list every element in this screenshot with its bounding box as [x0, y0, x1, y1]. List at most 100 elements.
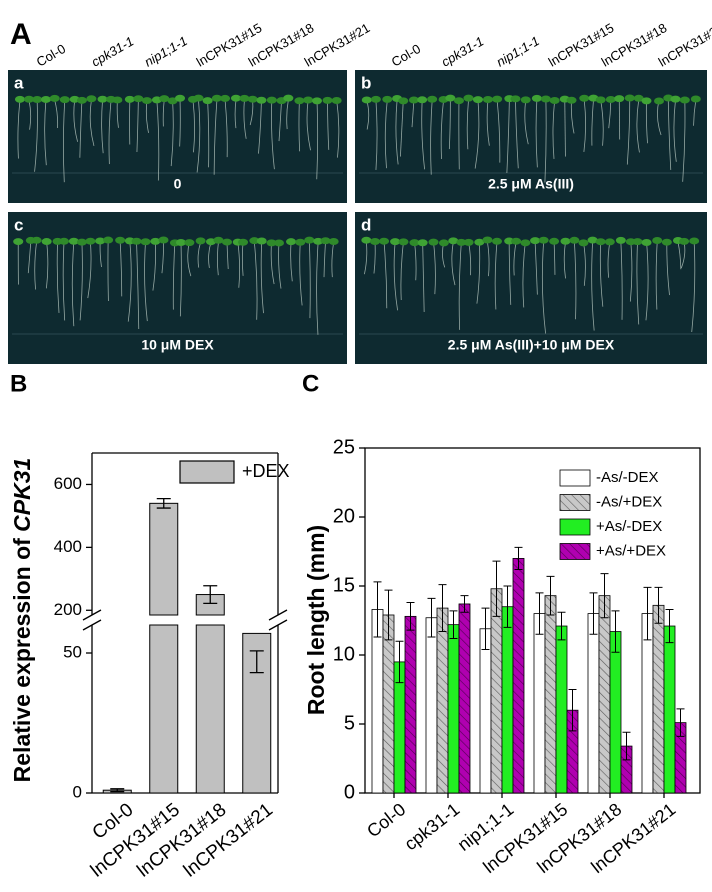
- seedling: [370, 238, 380, 245]
- bar-hatch: [513, 558, 524, 793]
- y-tick-label: 50: [63, 642, 82, 661]
- panel-label: B: [10, 370, 27, 397]
- seedling: [691, 95, 701, 102]
- bar-hatch: [545, 596, 556, 793]
- y-tick-label: 15: [333, 574, 355, 596]
- y-tick-label: 600: [54, 474, 82, 493]
- seedling: [213, 237, 223, 244]
- seedling: [670, 96, 680, 103]
- seedling: [362, 96, 372, 103]
- seedling: [77, 97, 87, 104]
- y-label-text: Relative expression of: [9, 538, 35, 782]
- panel-letter: b: [361, 73, 371, 92]
- seedling: [569, 237, 579, 244]
- seedling: [482, 237, 492, 244]
- seedling: [550, 97, 560, 104]
- seedling: [256, 97, 266, 104]
- seedling: [59, 238, 69, 245]
- panel-label: A: [10, 18, 32, 51]
- bar: [480, 629, 491, 793]
- seedling: [398, 238, 408, 245]
- seedling: [418, 239, 428, 246]
- seedling: [679, 238, 689, 245]
- seedling: [203, 97, 213, 104]
- seedling: [633, 238, 643, 245]
- seedling: [689, 237, 699, 244]
- seedling: [541, 96, 551, 103]
- bar-lower: [196, 625, 224, 793]
- seedling: [132, 238, 142, 245]
- seedling: [257, 238, 267, 245]
- legend-label: +DEX: [242, 461, 290, 481]
- seedling: [532, 95, 542, 102]
- seedling: [614, 95, 624, 102]
- panel-letter: a: [14, 73, 24, 92]
- legend-label: +As/+DEX: [596, 542, 666, 559]
- bar-hatch: [599, 596, 610, 793]
- seedling: [125, 96, 135, 103]
- panel-caption: 2.5 μM As(III)+10 μM DEX: [448, 337, 615, 353]
- seedling: [473, 96, 483, 103]
- seedling: [267, 97, 277, 104]
- seedling: [274, 239, 284, 246]
- y-tick-label: 5: [344, 712, 355, 734]
- seedling: [445, 95, 455, 102]
- seedling: [578, 239, 588, 246]
- legend-hatch: [560, 495, 590, 511]
- seedling: [115, 237, 125, 244]
- x-tick-label: Col-0: [363, 799, 409, 841]
- seedling: [539, 237, 549, 244]
- seedling: [417, 96, 427, 103]
- seedling: [32, 237, 42, 244]
- seedling: [680, 97, 690, 104]
- y-label-gene: CPK31: [9, 458, 35, 532]
- seedling: [50, 95, 60, 102]
- bar: [502, 607, 513, 793]
- seedling: [294, 97, 304, 104]
- seedling: [606, 96, 616, 103]
- bar-hatch: [491, 589, 502, 793]
- bar: [588, 614, 599, 793]
- seedling: [133, 95, 143, 102]
- legend-swatch: [180, 461, 234, 483]
- seedling: [596, 96, 606, 103]
- y-axis-label: Relative expression of CPK31: [9, 458, 35, 783]
- y-tick-label: 400: [54, 537, 82, 556]
- seedling: [439, 239, 449, 246]
- seedling: [454, 97, 464, 104]
- legend-label: +As/-DEX: [596, 518, 662, 535]
- seedling: [286, 238, 296, 245]
- bar-hatch: [653, 605, 664, 793]
- legend-swatch: [560, 519, 590, 535]
- seedling: [283, 95, 293, 102]
- seedling: [329, 238, 339, 245]
- seedling: [85, 238, 95, 245]
- seedling: [492, 96, 502, 103]
- seedling: [13, 238, 23, 245]
- panel-caption: 2.5 μM As(III): [488, 176, 574, 192]
- seedling: [86, 95, 96, 102]
- seedling: [464, 95, 474, 102]
- seedling: [510, 95, 520, 102]
- panel-label: C: [302, 370, 319, 397]
- legend-label: -As/-DEX: [596, 469, 659, 486]
- column-label: Col-0: [34, 41, 68, 70]
- bar-lower: [150, 625, 178, 793]
- legend-label: -As/+DEX: [596, 493, 662, 510]
- bar-hatch: [459, 604, 470, 793]
- seedling: [616, 237, 626, 244]
- legend-swatch: [560, 470, 590, 486]
- seedling: [511, 238, 521, 245]
- y-tick-label: 20: [333, 505, 355, 527]
- seedling: [625, 95, 635, 102]
- seedling: [32, 96, 42, 103]
- bar-hatch: [405, 616, 416, 793]
- seedling: [312, 97, 322, 104]
- seedling: [112, 96, 122, 103]
- seedling: [42, 238, 52, 245]
- seedling: [662, 239, 672, 246]
- bar: [534, 614, 545, 793]
- seedling: [248, 96, 258, 103]
- seedling: [605, 238, 615, 245]
